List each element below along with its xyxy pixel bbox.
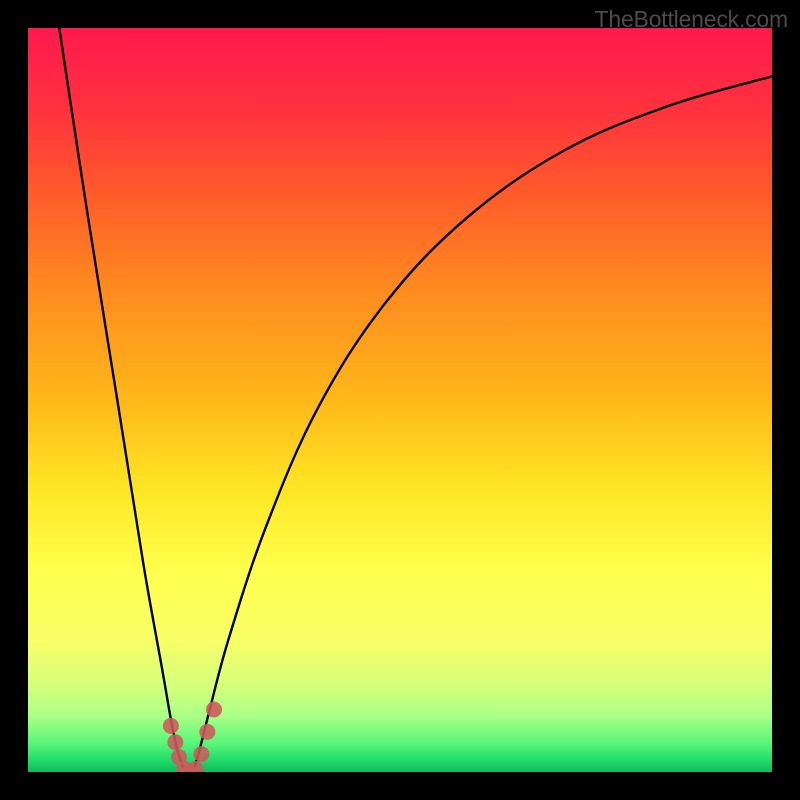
marker-dot <box>193 746 209 762</box>
chart-container: TheBottleneck.com <box>0 0 800 800</box>
marker-dot <box>206 702 222 718</box>
gradient-background <box>28 28 772 772</box>
marker-dot <box>199 724 215 740</box>
plot-area <box>28 28 772 772</box>
marker-dot <box>163 718 179 734</box>
marker-dot <box>167 734 183 750</box>
plot-svg <box>28 28 772 772</box>
